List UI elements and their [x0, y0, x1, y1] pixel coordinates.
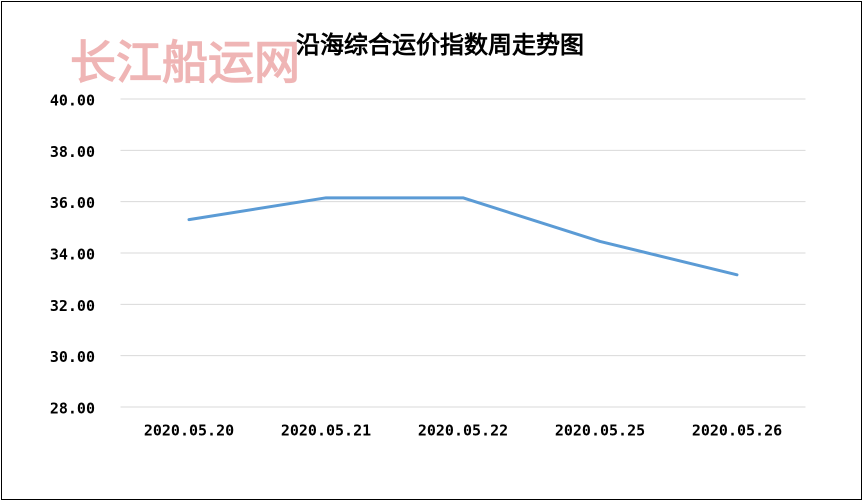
- y-tick-label: 38.00: [50, 143, 95, 161]
- x-tick-label: 2020.05.22: [418, 422, 508, 440]
- x-tick-label: 2020.05.25: [555, 422, 645, 440]
- y-tick-label: 34.00: [50, 246, 95, 264]
- data-line: [187, 196, 739, 277]
- y-tick-label: 32.00: [50, 297, 95, 315]
- y-tick-label: 30.00: [50, 348, 95, 366]
- x-tick-label: 2020.05.26: [692, 422, 782, 440]
- x-tick-label: 2020.05.21: [281, 422, 371, 440]
- x-tick-label: 2020.05.20: [144, 422, 234, 440]
- watermark: 长江船运网: [70, 36, 300, 90]
- y-tick-label: 40.00: [50, 92, 95, 110]
- chart-title: 沿海综合运价指数周走势图: [296, 31, 584, 59]
- y-tick-label: 36.00: [50, 194, 95, 212]
- y-tick-label: 28.00: [50, 400, 95, 418]
